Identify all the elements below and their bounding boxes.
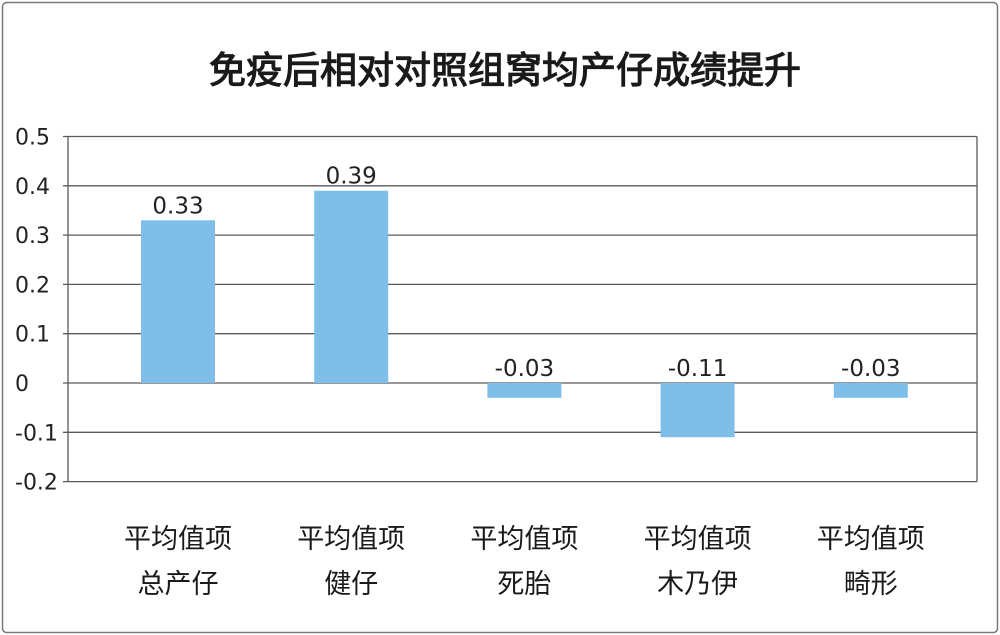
- x-tick-label-line: 健仔: [324, 569, 378, 600]
- value-label: -0.03: [841, 356, 901, 382]
- value-label: -0.11: [668, 356, 728, 382]
- x-tick-label-line: 平均值项: [817, 524, 925, 555]
- bar: [141, 220, 215, 383]
- bar: [833, 383, 908, 398]
- value-label: -0.03: [495, 356, 555, 382]
- y-tick-label: -0.1: [15, 421, 58, 446]
- x-tick-label-line: 平均值项: [124, 524, 232, 555]
- x-tick-label-line: 死胎: [497, 569, 551, 600]
- x-tick-label-line: 总产仔: [138, 569, 219, 600]
- y-tick-label: 0.1: [15, 323, 50, 348]
- x-tick-label-line: 平均值项: [644, 524, 752, 555]
- y-tick-label: 0.3: [15, 224, 50, 249]
- x-tick-label-line: 平均值项: [297, 524, 405, 555]
- value-label: 0.39: [326, 164, 377, 190]
- chart-title: 免疫后相对对照组窝均产仔成绩提升: [209, 49, 801, 92]
- axes-layer: [67, 136, 978, 482]
- bar: [660, 383, 735, 438]
- y-tick-label: 0.4: [15, 175, 50, 200]
- x-tick-label-line: 平均值项: [470, 524, 578, 555]
- y-tick-label: 0: [15, 372, 29, 397]
- y-tick-label: 0.2: [15, 273, 50, 298]
- y-tick-label: 0.5: [15, 126, 50, 151]
- y-tick-label: -0.2: [15, 471, 58, 496]
- bar: [314, 190, 389, 383]
- value-label: 0.33: [152, 193, 203, 219]
- x-tick-label-line: 木乃伊: [657, 569, 738, 600]
- x-tick-label-line: 畸形: [844, 569, 898, 600]
- bars-layer: [141, 190, 908, 438]
- bar: [487, 383, 562, 398]
